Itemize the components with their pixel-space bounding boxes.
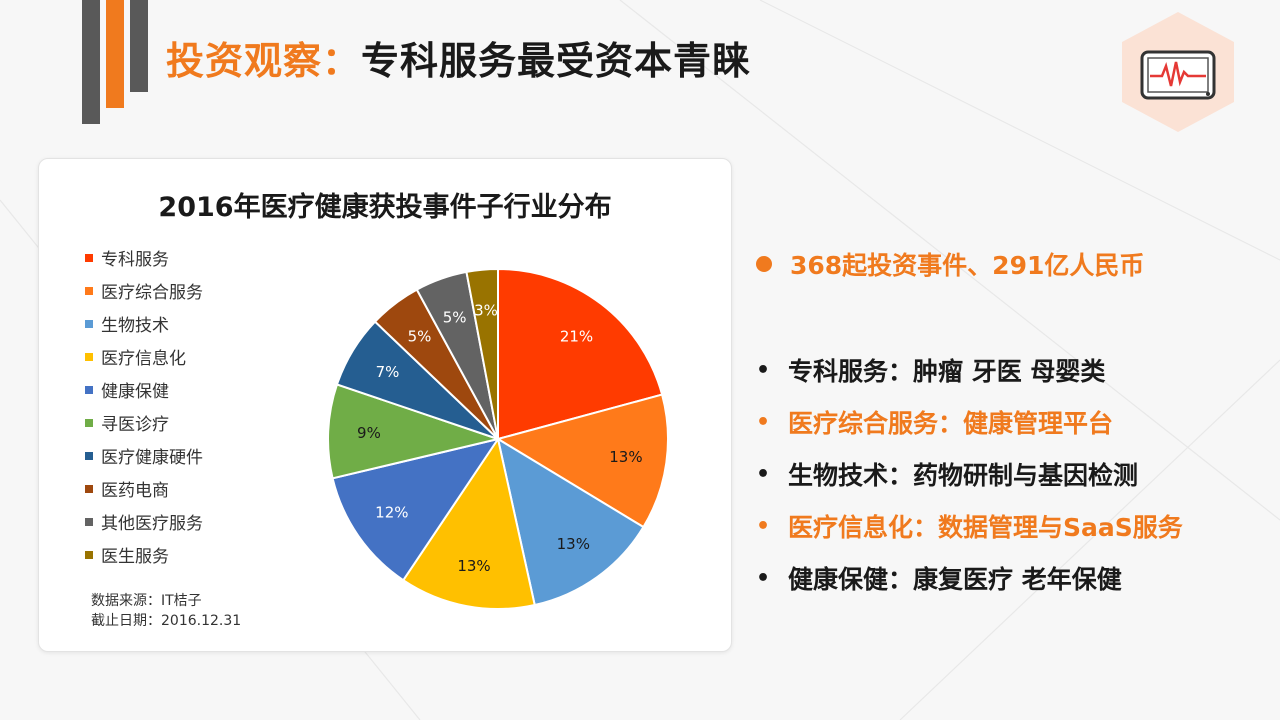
legend-swatch [85, 517, 93, 526]
bullet-text: 专科服务：肿瘤 牙医 母婴类 [788, 357, 1106, 386]
chart-title: 2016年医疗健康获投事件子行业分布 [158, 192, 612, 223]
header-accent-bar-dark-2 [130, 0, 148, 92]
bullet-text: 健康保健：康复医疗 老年保健 [788, 565, 1122, 594]
pie-slice-label: 7% [376, 363, 400, 381]
pie-slice [401, 436, 536, 610]
page-title-main: 专科服务最受资本青睐 [361, 39, 752, 83]
date-line: 截止日期：2016.12.31 [91, 613, 242, 629]
legend-swatch [85, 253, 93, 262]
bullet-item: • 专科服务：肿瘤 牙医 母婴类 [756, 344, 1183, 396]
legend-label: 寻医诊疗 [101, 415, 169, 435]
pie-slice-label: 13% [557, 535, 590, 553]
chart-card: 2016年医疗健康获投事件子行业分布 专科服务医疗综合服务 生物技术医疗信息化健康… [38, 158, 732, 652]
pie-slice [327, 383, 502, 480]
legend-label: 医疗健康硬件 [101, 448, 203, 468]
legend-label: 专科服务 [101, 250, 169, 270]
legend-item: 寻医诊疗 [85, 406, 203, 439]
pie-slice [331, 437, 501, 582]
pie-slice-label: 12% [375, 504, 408, 522]
legend-item: 医生服务 [85, 538, 203, 571]
monitor-heartbeat-icon [1122, 12, 1234, 132]
legend-label: 健康保健 [101, 382, 169, 402]
legend-item: 专科服务 [85, 241, 203, 274]
legend-label: 医疗综合服务 [101, 283, 203, 303]
legend-swatch [85, 319, 93, 328]
bullet-item: • 生物技术：药物研制与基因检测 [756, 448, 1183, 500]
legend-swatch [85, 484, 93, 493]
bullet-item: • 医疗综合服务：健康管理平台 [756, 396, 1183, 448]
legend-swatch [85, 418, 93, 427]
legend-swatch [85, 550, 93, 559]
legend-item: 其他医疗服务 [85, 505, 203, 538]
bullet-dot-icon: • [756, 565, 771, 591]
pie-slice [495, 393, 669, 529]
header-accent-bar-dark [82, 0, 100, 124]
bullet-text: 医疗信息化：数据管理与SaaS服务 [788, 513, 1183, 542]
pie-slice [465, 267, 499, 440]
pie-slice-label: 9% [357, 424, 381, 442]
page-title: 投资观察：专科服务最受资本青睐 [166, 30, 751, 85]
legend-item: 生物技术 [85, 307, 203, 340]
key-stat: 368起投资事件、291亿人民币 [756, 246, 1144, 282]
pie-slice-label: 21% [560, 327, 593, 345]
bullet-item: • 医疗信息化：数据管理与SaaS服务 [756, 500, 1183, 552]
pie-slice-label: 3% [474, 301, 498, 319]
legend-label: 医生服务 [101, 547, 169, 567]
highlight-dot-icon [756, 256, 772, 272]
bullet-list: • 专科服务：肿瘤 牙医 母婴类 • 医疗综合服务：健康管理平台 • 生物技术：药物研制与… [756, 344, 1183, 604]
legend-item: 医疗健康硬件 [85, 439, 203, 472]
legend-swatch [85, 352, 93, 361]
legend-item: 医疗综合服务 [85, 274, 203, 307]
legend-label: 医药电商 [101, 481, 169, 501]
bullet-dot-icon: • [756, 409, 771, 435]
key-stat-text: 368起投资事件、291亿人民币 [790, 251, 1145, 280]
source-line: 数据来源：IT桔子 [91, 593, 202, 609]
bullet-text: 医疗综合服务：健康管理平台 [788, 409, 1114, 438]
pie-slice-label: 5% [408, 327, 432, 345]
legend-item: 医疗信息化 [85, 340, 203, 373]
legend-label: 其他医疗服务 [101, 514, 203, 534]
chart-legend: 专科服务医疗综合服务 生物技术医疗信息化健康保健寻医诊疗医疗健康硬件 医药电商其他医… [85, 241, 203, 571]
bullet-item: • 健康保健：康复医疗 老年保健 [756, 552, 1183, 604]
pie-slice [497, 267, 664, 441]
legend-item: 医药电商 [85, 472, 203, 505]
bullet-dot-icon: • [756, 513, 771, 539]
legend-label: 生物技术 [101, 316, 169, 336]
pie-slice-label: 13% [609, 448, 642, 466]
legend-swatch [85, 451, 93, 460]
page-title-prefix: 投资观察： [166, 39, 362, 83]
bullet-dot-icon: • [756, 461, 771, 487]
chart-source: 数据来源：IT桔子 截止日期：2016.12.31 [91, 591, 241, 631]
pie-slice-label: 5% [443, 308, 467, 326]
pie-chart: 21% 13% 13% 13% 12% 9% 7% 5% 5% 3% [327, 267, 669, 610]
bullet-text: 生物技术：药物研制与基因检测 [788, 461, 1139, 490]
legend-label: 医疗信息化 [101, 349, 186, 369]
legend-item: 健康保健 [85, 373, 203, 406]
pie-slice [496, 436, 645, 607]
header-accent-bar-orange [106, 0, 124, 108]
pie-slice-label: 13% [457, 557, 490, 575]
legend-swatch [85, 286, 93, 295]
bullet-dot-icon: • [756, 357, 771, 383]
legend-swatch [85, 385, 93, 394]
